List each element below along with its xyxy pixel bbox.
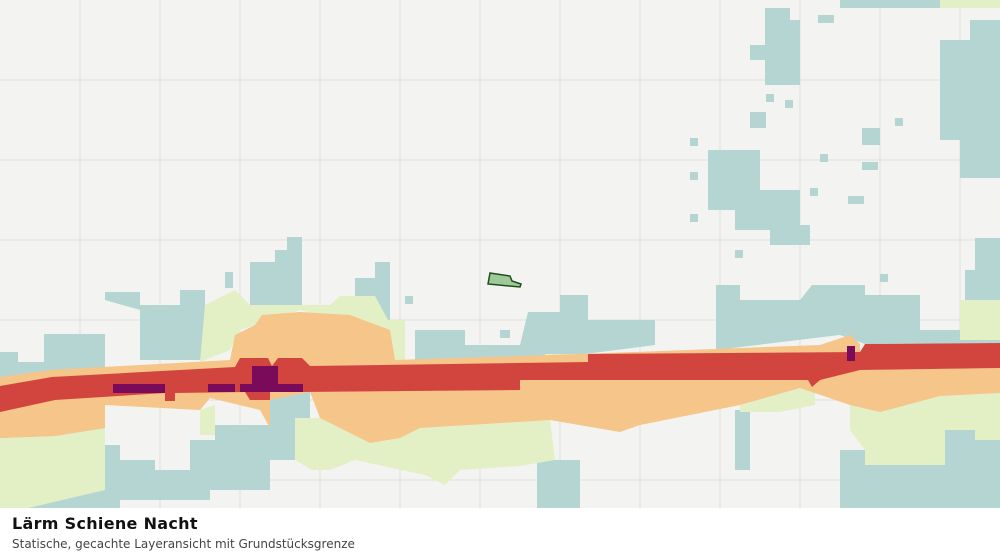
- caption: Lärm Schiene Nacht Statische, gecachte L…: [0, 508, 1000, 560]
- noise-zone-extreme: [113, 346, 855, 393]
- noise-zone-medium: [0, 0, 1000, 510]
- caption-title: Lärm Schiene Nacht: [12, 514, 198, 533]
- noise-zone-very-high: [0, 343, 1000, 412]
- noise-zone-low-cells: [225, 15, 948, 338]
- caption-subtitle: Statische, gecachte Layeransicht mit Gru…: [12, 537, 355, 551]
- parcel-boundary: [487, 272, 522, 288]
